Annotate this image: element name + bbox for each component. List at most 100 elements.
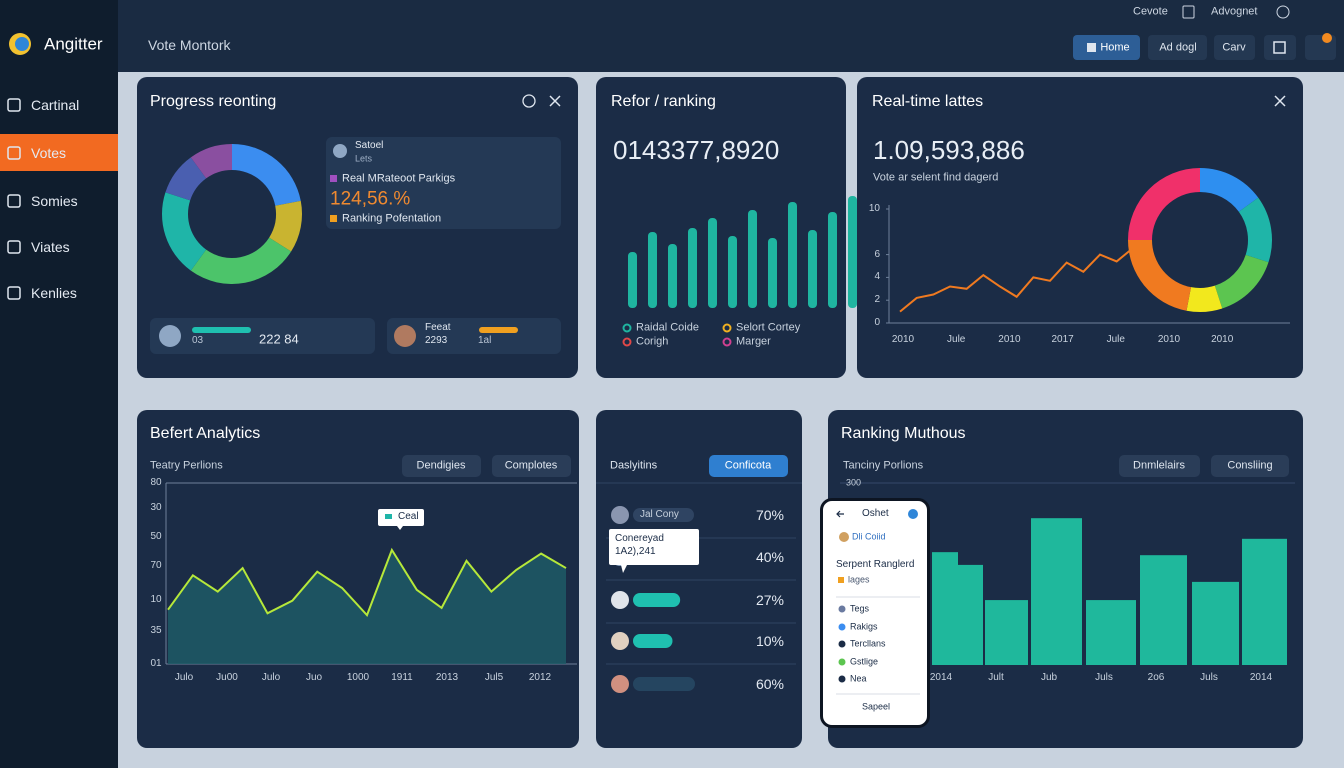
- sidebar: [0, 0, 118, 768]
- bar: [828, 212, 837, 308]
- bar: [848, 196, 857, 308]
- tooltip: [609, 529, 699, 573]
- stat-label: 03: [192, 335, 204, 346]
- button[interactable]: [492, 455, 571, 477]
- stat-value: 222 84: [259, 331, 299, 347]
- card-name: Satoel: [355, 140, 384, 151]
- back-arrow: [836, 510, 844, 518]
- bar: [1192, 581, 1239, 665]
- item-dot: [838, 623, 846, 631]
- donut-segment: [190, 144, 232, 179]
- x-label: Jul5: [484, 672, 504, 683]
- phone-item: Gstlige: [850, 656, 879, 667]
- legend-dot: [622, 337, 632, 347]
- bar: [1086, 600, 1136, 665]
- button-label: Dendigies: [416, 459, 466, 472]
- bar: [808, 230, 817, 308]
- x-tick-label: 2010: [891, 334, 915, 345]
- button[interactable]: [1119, 455, 1200, 477]
- value-bar: [633, 677, 695, 691]
- y-label: 80: [150, 477, 162, 488]
- percent: 10%: [755, 633, 784, 649]
- tab-button[interactable]: [709, 455, 788, 477]
- area: [168, 549, 566, 664]
- x-label: Ju00: [216, 672, 238, 683]
- nav-item[interactable]: Votes: [31, 145, 67, 161]
- x-label: 1911: [391, 672, 413, 683]
- legend-swatch: [330, 215, 337, 222]
- legend-label: Selort Cortey: [736, 321, 801, 334]
- card-value: 124,56.%: [330, 188, 411, 210]
- panel-title: Ranking Muthous: [841, 425, 966, 442]
- y-tick-label: 0: [874, 317, 880, 328]
- percent: 70%: [755, 507, 784, 523]
- item-dot: [838, 658, 846, 666]
- swatch: [838, 577, 844, 583]
- x-label: 1000: [346, 672, 370, 683]
- y-label: 10: [150, 594, 162, 605]
- y-tick-label: 300: [846, 477, 862, 488]
- icon: [1087, 43, 1096, 52]
- x-label: Juls: [1200, 672, 1218, 683]
- stat-label: 1al: [478, 335, 492, 346]
- big-value: 1.09,593,886: [873, 135, 1025, 165]
- x-tick-label: 2010: [1211, 334, 1234, 345]
- percent: 27%: [755, 592, 784, 608]
- bar: [932, 552, 958, 665]
- nav-item[interactable]: Somies: [31, 193, 78, 209]
- card-note: Ranking Pofentation: [342, 212, 442, 225]
- donut-segment: [165, 157, 207, 201]
- button[interactable]: [1211, 455, 1289, 477]
- tooltip-text: Ceal: [398, 511, 419, 522]
- avatar: [611, 591, 629, 609]
- topbar: [118, 0, 1344, 72]
- nav-icon: [7, 98, 21, 112]
- close-icon: [549, 95, 561, 107]
- legend-swatch: [330, 175, 337, 182]
- legend-dot: [722, 323, 732, 333]
- legend-dot: [722, 337, 732, 347]
- header-link: Cevote: [1133, 5, 1168, 18]
- percent: 40%: [755, 549, 784, 565]
- x-label: Jub: [1040, 672, 1058, 683]
- panel-title: Progress reonting: [150, 93, 277, 110]
- stat-name: Feeat: [425, 322, 451, 333]
- home-button[interactable]: [1073, 35, 1140, 60]
- button[interactable]: [1214, 35, 1255, 60]
- phone-button[interactable]: Sapeel: [862, 701, 891, 712]
- icon: [1276, 5, 1290, 19]
- avatar: [839, 532, 849, 542]
- phone-item: Nea: [850, 673, 867, 684]
- y-tick-label: 4: [874, 271, 880, 283]
- panel-title: Befert Analytics: [150, 425, 261, 442]
- avatar: [611, 632, 629, 650]
- x-tick-label: Jule: [947, 334, 966, 345]
- header-link: Advognet: [1211, 5, 1258, 18]
- y-label: 35: [150, 625, 162, 636]
- legend-dot: [622, 323, 632, 333]
- brand-logo-inner: [15, 37, 29, 51]
- nav-item[interactable]: Viates: [31, 239, 70, 255]
- donut-segment: [190, 237, 292, 284]
- phone-title: Oshet: [862, 508, 889, 519]
- phone-item: Tercllans: [850, 638, 886, 649]
- phone-item: Tegs: [850, 603, 870, 614]
- phone-sub: lages: [848, 574, 870, 585]
- button[interactable]: [1148, 35, 1207, 60]
- avatar: [159, 325, 181, 347]
- y-label: 70: [150, 560, 162, 571]
- item-dot: [838, 605, 846, 613]
- subtitle: Tanciny Porlions: [843, 459, 924, 472]
- bar: [628, 252, 637, 308]
- nav-icon: [7, 194, 21, 208]
- bar: [1140, 555, 1187, 665]
- pill-text: Jal Cony: [640, 509, 679, 520]
- donut-segment: [269, 200, 302, 252]
- save-button[interactable]: [1264, 35, 1296, 60]
- button[interactable]: [402, 455, 481, 477]
- nav-item[interactable]: Cartinal: [31, 97, 80, 113]
- nav-item[interactable]: Kenlies: [31, 285, 77, 301]
- realtime-panel: [857, 77, 1303, 378]
